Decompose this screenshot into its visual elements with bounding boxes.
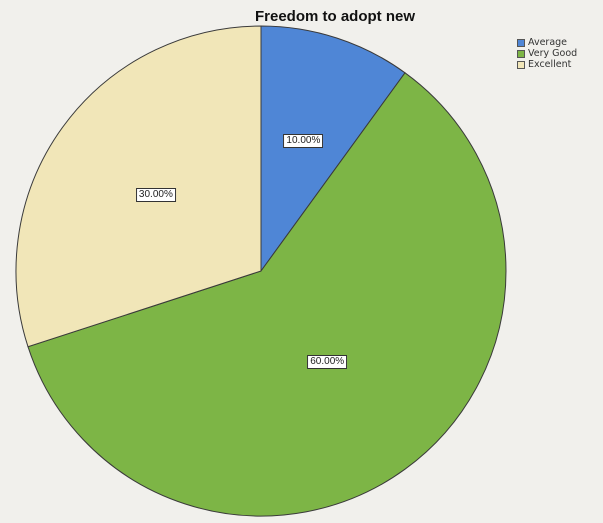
legend-label-very-good: Very Good: [528, 48, 578, 59]
chart-title: Freedom to adopt new: [255, 8, 416, 25]
pie-slice-very-good: [27, 72, 507, 517]
legend-item-excellent: Excellent: [517, 59, 577, 70]
pie-slice-average: [260, 25, 406, 273]
legend-swatch-excellent: [517, 60, 525, 69]
legend-label-average: Average: [528, 37, 568, 48]
pie-slice-excellent: [15, 25, 262, 348]
legend-item-average: Average: [517, 37, 577, 48]
legend: Average Very Good Excellent: [517, 37, 577, 70]
legend-item-very-good: Very Good: [517, 48, 577, 59]
legend-swatch-average: [517, 38, 525, 47]
slice-label-average: 10.00%: [283, 133, 324, 148]
legend-label-excellent: Excellent: [528, 59, 572, 70]
slice-label-very-good: 60.00%: [307, 355, 348, 370]
slice-label-excellent: 30.00%: [135, 187, 176, 202]
legend-swatch-very-good: [517, 49, 525, 58]
